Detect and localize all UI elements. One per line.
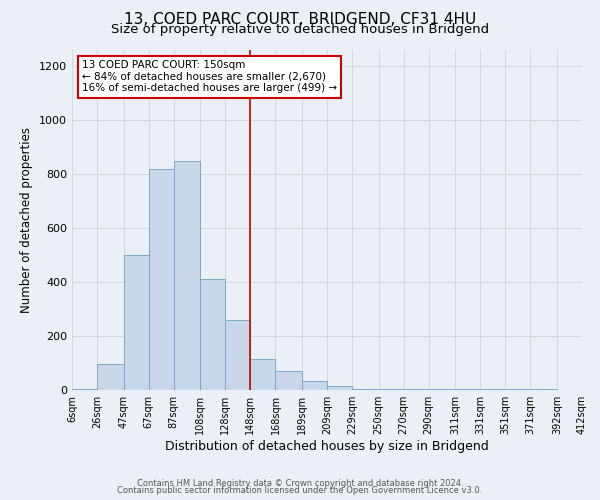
- Bar: [275, 371, 302, 390]
- Bar: [352, 388, 379, 390]
- Text: 13, COED PARC COURT, BRIDGEND, CF31 4HU: 13, COED PARC COURT, BRIDGEND, CF31 4HU: [124, 12, 476, 28]
- Y-axis label: Number of detached properties: Number of detached properties: [20, 127, 34, 313]
- Bar: [97, 364, 124, 390]
- Bar: [72, 388, 97, 390]
- Bar: [174, 160, 200, 390]
- Bar: [200, 280, 225, 390]
- Bar: [327, 386, 352, 390]
- Bar: [250, 359, 275, 390]
- Bar: [302, 380, 327, 390]
- Text: Contains public sector information licensed under the Open Government Licence v3: Contains public sector information licen…: [118, 486, 482, 495]
- Bar: [124, 255, 149, 390]
- Bar: [149, 168, 174, 390]
- Bar: [225, 320, 250, 390]
- Text: 13 COED PARC COURT: 150sqm
← 84% of detached houses are smaller (2,670)
16% of s: 13 COED PARC COURT: 150sqm ← 84% of deta…: [82, 60, 337, 94]
- X-axis label: Distribution of detached houses by size in Bridgend: Distribution of detached houses by size …: [165, 440, 489, 453]
- Text: Contains HM Land Registry data © Crown copyright and database right 2024.: Contains HM Land Registry data © Crown c…: [137, 478, 463, 488]
- Text: Size of property relative to detached houses in Bridgend: Size of property relative to detached ho…: [111, 22, 489, 36]
